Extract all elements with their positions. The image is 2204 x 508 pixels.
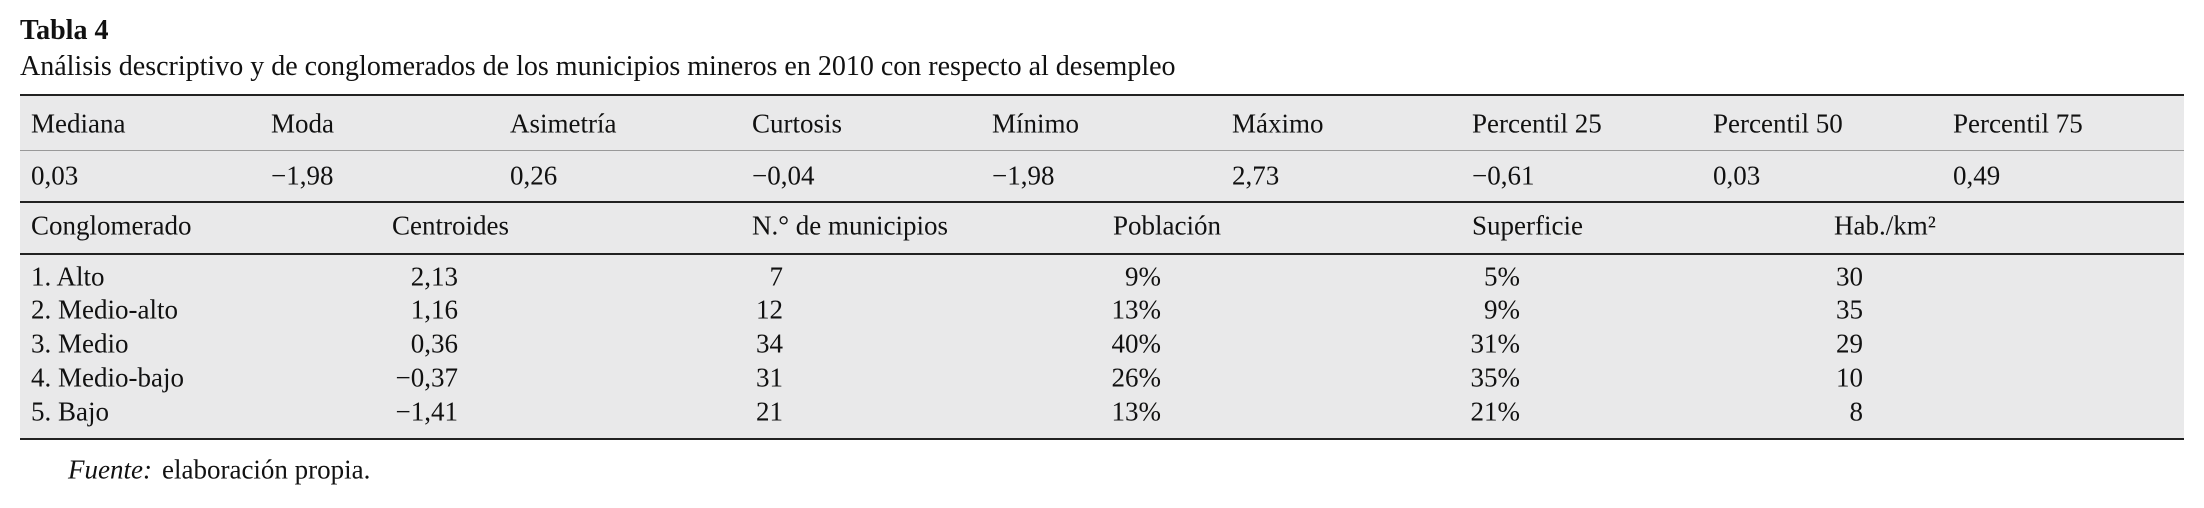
- cell: 7: [769, 261, 784, 292]
- column-header: Conglomerado: [31, 210, 192, 241]
- footnote-text: elaboración propia.: [162, 454, 371, 485]
- cell: −1,98: [271, 160, 334, 191]
- column-header: Curtosis: [752, 108, 843, 139]
- column-header: Mínimo: [992, 108, 1080, 139]
- cell: 34: [756, 328, 783, 359]
- cell: 1,16: [410, 294, 458, 325]
- cell: −0,04: [752, 160, 815, 191]
- cell: 4. Medio-bajo: [31, 362, 184, 393]
- rule: [20, 150, 2184, 151]
- cell: 21: [756, 396, 783, 427]
- column-header: Percentil 75: [1953, 108, 2083, 139]
- column-header: Mediana: [31, 108, 126, 139]
- cell: 9%: [1125, 261, 1161, 292]
- cell: 0,03: [1713, 160, 1761, 191]
- rule: [20, 201, 2184, 203]
- column-header: Población: [1113, 210, 1221, 241]
- cell: 9%: [1484, 294, 1520, 325]
- column-header: Asimetría: [510, 108, 617, 139]
- cell: 21%: [1470, 396, 1521, 427]
- column-header: Moda: [271, 108, 334, 139]
- rule: [20, 438, 2184, 440]
- cell: 0,03: [31, 160, 79, 191]
- cell: 12: [756, 294, 783, 325]
- cell: 0,36: [410, 328, 458, 359]
- column-header: Percentil 25: [1472, 108, 1602, 139]
- cell: 2. Medio-alto: [31, 294, 178, 325]
- cell: 26%: [1111, 362, 1162, 393]
- cell: 31: [756, 362, 783, 393]
- cell: 13%: [1111, 396, 1162, 427]
- cell: 5. Bajo: [31, 396, 109, 427]
- column-header: Percentil 50: [1713, 108, 1843, 139]
- column-header: Centroides: [392, 210, 509, 241]
- cell: 10: [1836, 362, 1863, 393]
- cell: 40%: [1111, 328, 1162, 359]
- column-header: Máximo: [1232, 108, 1324, 139]
- cell: 2,13: [410, 261, 458, 292]
- cell: 35: [1836, 294, 1863, 325]
- cell: 29: [1836, 328, 1863, 359]
- table-subtitle: Análisis descriptivo y de conglomerados …: [20, 51, 1176, 82]
- cell: 0,49: [1953, 160, 2001, 191]
- cell: 31%: [1470, 328, 1521, 359]
- cell: 0,26: [510, 160, 558, 191]
- footnote-label: Fuente:: [68, 454, 152, 485]
- column-header: N.° de municipios: [752, 210, 949, 241]
- cell: −1,41: [395, 396, 458, 427]
- cell: 1. Alto: [31, 261, 105, 292]
- cell: 35%: [1470, 362, 1521, 393]
- table-title: Tabla 4: [20, 15, 109, 46]
- rule: [20, 253, 2184, 255]
- column-header: Superficie: [1472, 210, 1583, 241]
- cell: 2,73: [1232, 160, 1280, 191]
- cell: 30: [1836, 261, 1863, 292]
- cell: −0,61: [1472, 160, 1535, 191]
- cell: 8: [1849, 396, 1864, 427]
- column-header: Hab./km²: [1834, 210, 1936, 241]
- rule: [20, 94, 2184, 96]
- cell: 5%: [1484, 261, 1520, 292]
- table-background: [20, 94, 2184, 438]
- cell: 13%: [1111, 294, 1162, 325]
- cell: −1,98: [992, 160, 1055, 191]
- cell: −0,37: [395, 362, 458, 393]
- cell: 3. Medio: [31, 328, 129, 359]
